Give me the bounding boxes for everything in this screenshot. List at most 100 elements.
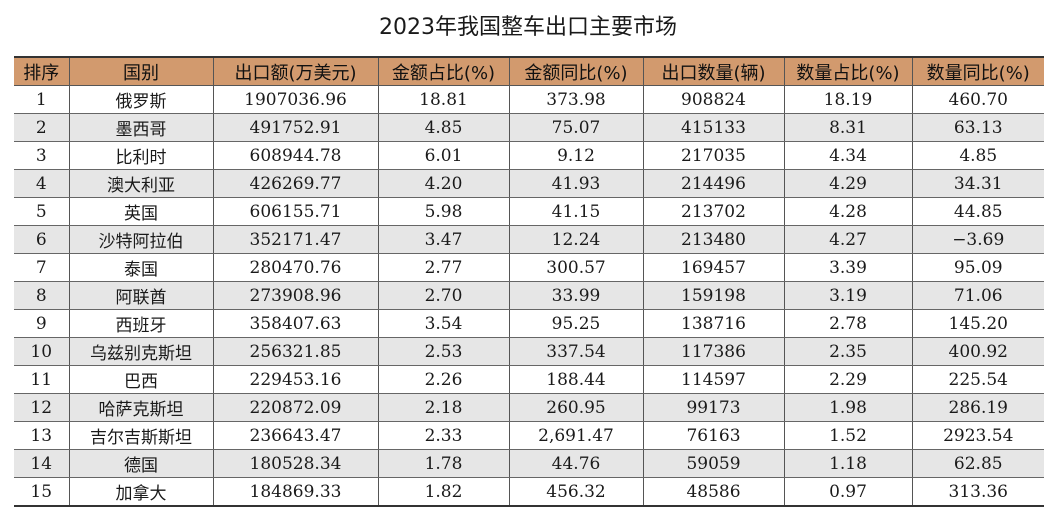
- cell-quantity-share: 1.98: [783, 393, 913, 422]
- cell-rank: 15: [14, 477, 70, 506]
- cell-country: 哈萨克斯坦: [68, 393, 214, 422]
- cell-value-share: 5.98: [377, 197, 510, 226]
- cell-rank: 8: [14, 281, 70, 310]
- table-row: 6 沙特阿拉伯 352171.47 3.47 12.24 213480 4.27 −3.69: [14, 225, 1044, 254]
- cell-quantity-yoy: −3.69: [911, 225, 1044, 254]
- cell-quantity-share: 4.34: [783, 141, 913, 170]
- table-row: 2 墨西哥 491752.91 4.85 75.07 415133 8.31 63.13: [14, 113, 1044, 142]
- cell-quantity-share: 0.97: [783, 477, 913, 506]
- cell-export-value: 1907036.96: [212, 85, 379, 114]
- table-row: 15 加拿大 184869.33 1.82 456.32 48586 0.97 313.36: [14, 477, 1044, 506]
- cell-export-quantity: 114597: [642, 365, 785, 394]
- cell-rank: 2: [14, 113, 70, 142]
- cell-country: 巴西: [68, 365, 214, 394]
- cell-country: 沙特阿拉伯: [68, 225, 214, 254]
- cell-export-value: 352171.47: [212, 225, 379, 254]
- cell-export-value: 426269.77: [212, 169, 379, 198]
- cell-quantity-share: 2.29: [783, 365, 913, 394]
- cell-value-share: 3.54: [377, 309, 510, 338]
- table-row: 8 阿联酋 273908.96 2.70 33.99 159198 3.19 71.06: [14, 281, 1044, 310]
- cell-export-quantity: 213480: [642, 225, 785, 254]
- cell-quantity-yoy: 44.85: [911, 197, 1044, 226]
- cell-rank: 7: [14, 253, 70, 282]
- cell-export-value: 606155.71: [212, 197, 379, 226]
- cell-export-quantity: 415133: [642, 113, 785, 142]
- cell-value-yoy: 12.24: [508, 225, 644, 254]
- cell-export-value: 491752.91: [212, 113, 379, 142]
- cell-value-share: 4.20: [377, 169, 510, 198]
- cell-export-value: 184869.33: [212, 477, 379, 506]
- table-row: 13 吉尔吉斯斯坦 236643.47 2.33 2,691.47 76163 1.52 29…: [14, 421, 1044, 450]
- cell-export-value: 273908.96: [212, 281, 379, 310]
- header-quantity-share: 数量占比(%): [783, 57, 913, 86]
- export-markets-table: 排序 国别 出口额(万美元) 金额占比(%) 金额同比(%) 出口数量(辆) 数…: [14, 56, 1044, 507]
- cell-export-value: 180528.34: [212, 449, 379, 478]
- table-body: 1 俄罗斯 1907036.96 18.81 373.98 908824 18.19 460.…: [14, 85, 1044, 506]
- cell-rank: 14: [14, 449, 70, 478]
- table-row: 12 哈萨克斯坦 220872.09 2.18 260.95 99173 1.98 286.1…: [14, 393, 1044, 422]
- cell-country: 吉尔吉斯斯坦: [68, 421, 214, 450]
- cell-export-quantity: 159198: [642, 281, 785, 310]
- cell-value-yoy: 337.54: [508, 337, 644, 366]
- table-row: 1 俄罗斯 1907036.96 18.81 373.98 908824 18.19 460.…: [14, 85, 1044, 114]
- cell-quantity-yoy: 460.70: [911, 85, 1044, 114]
- cell-quantity-yoy: 62.85: [911, 449, 1044, 478]
- cell-quantity-yoy: 71.06: [911, 281, 1044, 310]
- cell-export-value: 280470.76: [212, 253, 379, 282]
- cell-export-quantity: 48586: [642, 477, 785, 506]
- header-export-quantity: 出口数量(辆): [642, 57, 785, 86]
- cell-value-share: 18.81: [377, 85, 510, 114]
- cell-export-quantity: 59059: [642, 449, 785, 478]
- header-value-share: 金额占比(%): [377, 57, 510, 86]
- cell-quantity-share: 3.39: [783, 253, 913, 282]
- cell-export-value: 358407.63: [212, 309, 379, 338]
- cell-export-quantity: 214496: [642, 169, 785, 198]
- header-country: 国别: [68, 57, 214, 86]
- cell-value-yoy: 456.32: [508, 477, 644, 506]
- cell-rank: 12: [14, 393, 70, 422]
- cell-value-yoy: 373.98: [508, 85, 644, 114]
- cell-quantity-yoy: 225.54: [911, 365, 1044, 394]
- cell-value-share: 2.53: [377, 337, 510, 366]
- cell-value-share: 3.47: [377, 225, 510, 254]
- cell-rank: 13: [14, 421, 70, 450]
- cell-export-value: 236643.47: [212, 421, 379, 450]
- cell-value-share: 2.18: [377, 393, 510, 422]
- cell-export-quantity: 169457: [642, 253, 785, 282]
- cell-value-yoy: 33.99: [508, 281, 644, 310]
- table-row: 9 西班牙 358407.63 3.54 95.25 138716 2.78 145.20: [14, 309, 1044, 338]
- cell-quantity-share: 4.27: [783, 225, 913, 254]
- cell-value-share: 2.70: [377, 281, 510, 310]
- cell-export-value: 229453.16: [212, 365, 379, 394]
- cell-value-share: 4.85: [377, 113, 510, 142]
- cell-rank: 5: [14, 197, 70, 226]
- header-value-yoy: 金额同比(%): [508, 57, 644, 86]
- cell-quantity-share: 2.35: [783, 337, 913, 366]
- cell-export-quantity: 213702: [642, 197, 785, 226]
- cell-quantity-yoy: 63.13: [911, 113, 1044, 142]
- cell-rank: 4: [14, 169, 70, 198]
- table-row: 10 乌兹别克斯坦 256321.85 2.53 337.54 117386 2.35 400…: [14, 337, 1044, 366]
- cell-quantity-yoy: 286.19: [911, 393, 1044, 422]
- cell-value-share: 1.82: [377, 477, 510, 506]
- cell-value-yoy: 44.76: [508, 449, 644, 478]
- cell-quantity-share: 4.29: [783, 169, 913, 198]
- cell-value-share: 6.01: [377, 141, 510, 170]
- cell-country: 比利时: [68, 141, 214, 170]
- cell-quantity-share: 3.19: [783, 281, 913, 310]
- table-row: 3 比利时 608944.78 6.01 9.12 217035 4.34 4.85: [14, 141, 1044, 170]
- cell-country: 泰国: [68, 253, 214, 282]
- cell-quantity-yoy: 400.92: [911, 337, 1044, 366]
- cell-quantity-share: 18.19: [783, 85, 913, 114]
- cell-quantity-share: 1.52: [783, 421, 913, 450]
- cell-quantity-share: 4.28: [783, 197, 913, 226]
- cell-quantity-share: 8.31: [783, 113, 913, 142]
- cell-export-quantity: 138716: [642, 309, 785, 338]
- cell-export-quantity: 217035: [642, 141, 785, 170]
- cell-value-yoy: 95.25: [508, 309, 644, 338]
- cell-rank: 11: [14, 365, 70, 394]
- cell-country: 英国: [68, 197, 214, 226]
- cell-rank: 3: [14, 141, 70, 170]
- table-row: 4 澳大利亚 426269.77 4.20 41.93 214496 4.29 34.31: [14, 169, 1044, 198]
- cell-rank: 1: [14, 85, 70, 114]
